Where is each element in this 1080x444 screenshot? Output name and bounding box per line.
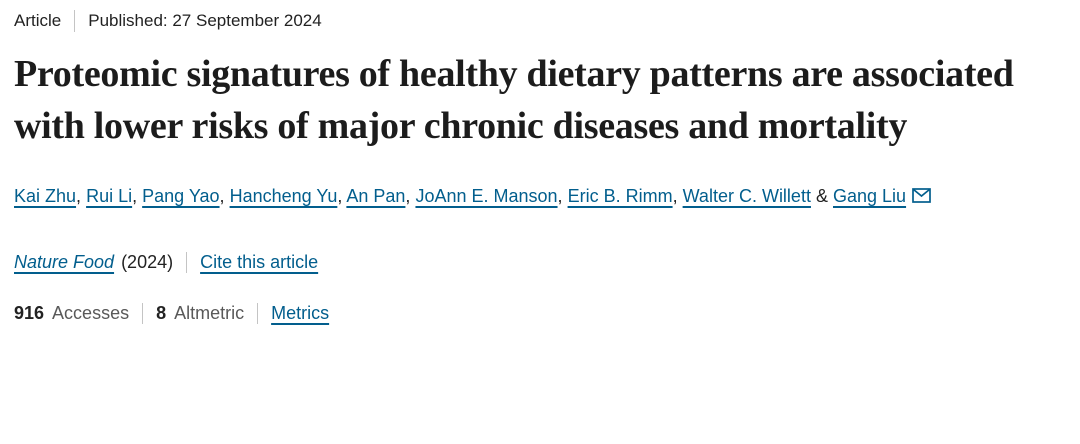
author-link-an-pan[interactable]: An Pan — [346, 186, 406, 207]
author-separator: , — [672, 186, 678, 207]
author-link-walter-c-willett[interactable]: Walter C. Willett — [682, 186, 811, 207]
accesses-label: Accesses — [52, 303, 130, 324]
author-separator: , — [337, 186, 343, 207]
article-title: Proteomic signatures of healthy dietary … — [14, 53, 1014, 148]
author-separator: , — [557, 186, 563, 207]
author-link-joann-e-manson[interactable]: JoAnn E. Manson — [415, 186, 558, 207]
altmetric-count: 8 — [156, 303, 167, 324]
cite-this-article-link[interactable]: Cite this article — [200, 252, 319, 273]
journal-row: Nature Food (2024) Cite this article — [14, 252, 1060, 274]
author-ampersand: & — [815, 186, 828, 207]
divider — [142, 303, 144, 325]
content-type-label: Article — [14, 11, 62, 30]
published-date: Published: 27 September 2024 — [88, 11, 322, 30]
author-link-eric-b-rimm[interactable]: Eric B. Rimm — [567, 186, 673, 207]
author-link-rui-li[interactable]: Rui Li — [86, 186, 133, 207]
author-separator: , — [132, 186, 138, 207]
author-link-hancheng-yu[interactable]: Hancheng Yu — [229, 186, 338, 207]
corresponding-author-email-link[interactable] — [912, 177, 931, 218]
divider — [186, 252, 188, 274]
author-link-pang-yao[interactable]: Pang Yao — [142, 186, 220, 207]
accesses-count: 916 — [14, 303, 45, 324]
metrics-row: 916 Accesses 8 Altmetric Metrics — [14, 303, 1060, 325]
journal-link[interactable]: Nature Food — [14, 252, 115, 273]
author-separator: , — [405, 186, 411, 207]
divider — [257, 303, 259, 325]
altmetric-label: Altmetric — [174, 303, 245, 324]
author-separator: , — [219, 186, 225, 207]
author-separator: , — [76, 186, 82, 207]
journal-year: (2024) — [121, 252, 174, 273]
author-link-kai-zhu[interactable]: Kai Zhu — [14, 186, 77, 207]
author-link-gang-liu[interactable]: Gang Liu — [833, 186, 907, 207]
divider — [74, 10, 76, 32]
article-meta-row: Article Published: 27 September 2024 — [14, 10, 1060, 32]
envelope-icon — [912, 188, 931, 203]
metrics-link[interactable]: Metrics — [271, 303, 330, 324]
author-list: Kai Zhu, Rui Li, Pang Yao, Hancheng Yu, … — [14, 176, 1054, 218]
